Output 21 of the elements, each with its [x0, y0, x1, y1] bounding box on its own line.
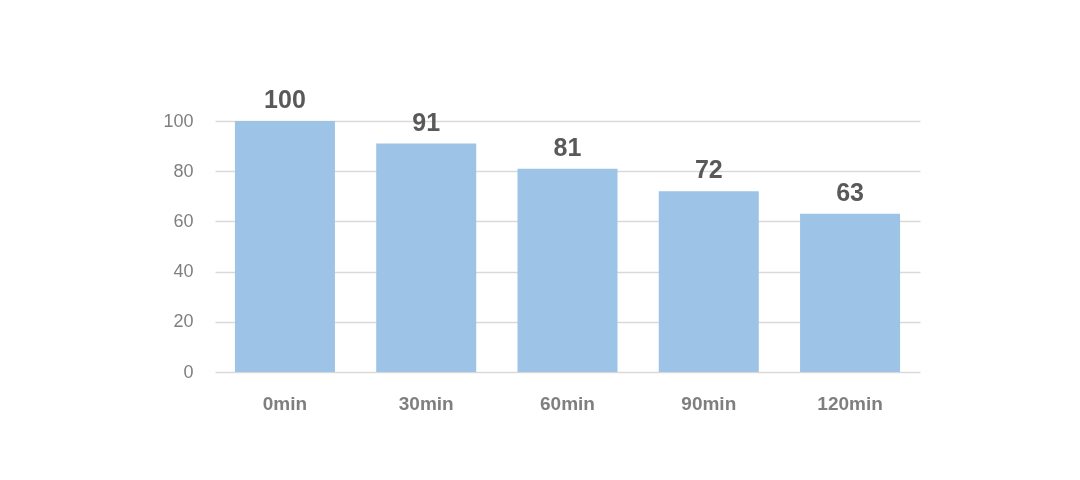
x-tick-label: 90min — [681, 392, 737, 414]
data-label: 63 — [836, 177, 864, 206]
y-tick-label: 100 — [163, 110, 194, 131]
y-tick-label: 0 — [183, 361, 194, 382]
data-label: 91 — [412, 107, 441, 136]
x-tick-label: 30min — [398, 392, 454, 414]
y-tick-label: 60 — [173, 210, 194, 231]
y-tick-label: 40 — [173, 261, 194, 282]
data-label: 72 — [694, 155, 723, 184]
x-tick-label: 120min — [817, 392, 883, 414]
data-label: 81 — [553, 132, 582, 161]
y-tick-label: 80 — [173, 160, 194, 181]
bar — [376, 143, 477, 372]
bar — [234, 121, 335, 372]
x-tick-label: 0min — [262, 392, 308, 414]
data-label: 100 — [264, 85, 306, 113]
bar — [658, 191, 759, 372]
x-tick-label: 60min — [540, 392, 595, 414]
bar — [800, 213, 901, 372]
y-tick-label: 20 — [173, 311, 194, 332]
bar — [517, 168, 618, 372]
